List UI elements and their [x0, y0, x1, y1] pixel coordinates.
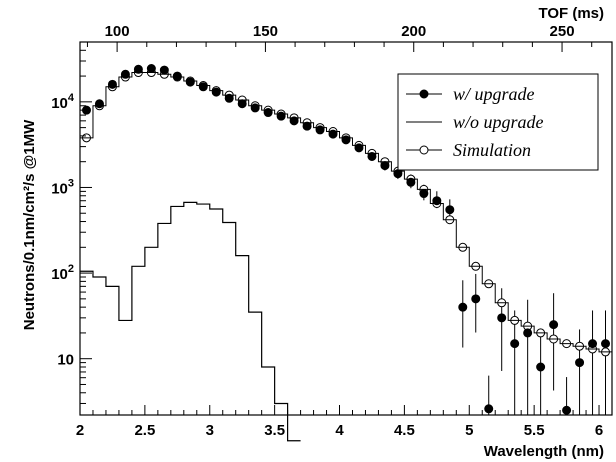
w-upgrade-point [406, 177, 416, 187]
x-tick-label: 5.5 [524, 422, 545, 439]
w-upgrade-point [159, 65, 169, 75]
w-upgrade-point [601, 339, 611, 349]
w-upgrade-point [341, 135, 351, 145]
legend-label: Simulation [453, 140, 531, 160]
legend-marker-filled [419, 89, 429, 99]
x-tick-label: 3.5 [264, 422, 285, 439]
w-upgrade-point [484, 404, 494, 414]
series-simulation-step [80, 72, 612, 353]
w-upgrade-point [497, 313, 507, 323]
y-tick-label: 103 [51, 177, 74, 197]
x-tick-label: 2.5 [134, 422, 155, 439]
y-tick-exponent: 2 [68, 263, 74, 275]
x-tick-label: 4.5 [394, 422, 415, 439]
w-upgrade-point [380, 161, 390, 171]
w-upgrade-point [133, 64, 143, 74]
w-upgrade-point [471, 294, 481, 304]
top-tick-label: 100 [105, 23, 130, 40]
x-axis-label: Wavelength (nm) [484, 443, 604, 460]
y-tick-label: 102 [51, 263, 74, 283]
w-upgrade-point [120, 69, 130, 79]
w-upgrade-point [536, 362, 546, 372]
plot-frame [79, 41, 613, 416]
w-upgrade-point [237, 99, 247, 109]
w-upgrade-point [445, 205, 455, 215]
w-upgrade-point [367, 151, 377, 161]
legend-label: w/o upgrade [453, 112, 544, 132]
top-axis-label: TOF (ms) [538, 5, 604, 22]
x-tick-label: 2 [76, 422, 84, 439]
w-upgrade-point [302, 121, 312, 131]
w-upgrade-point [146, 64, 156, 74]
top-tick-label: 150 [253, 23, 278, 40]
w-upgrade-point [172, 71, 182, 81]
y-tick-base: 10 [51, 266, 68, 283]
legend-marker-open [419, 145, 429, 155]
y-tick-base: 10 [57, 352, 74, 369]
series-wo-upgrade-line [80, 201, 301, 442]
w-upgrade-point [289, 116, 299, 126]
w-upgrade-point [562, 405, 572, 415]
w-upgrade-point [549, 320, 559, 330]
w-upgrade-point [510, 339, 520, 349]
w-upgrade-point [432, 196, 442, 206]
w-upgrade-point [185, 77, 195, 87]
y-tick-label: 10 [57, 352, 74, 369]
x-tick-label: 6 [595, 422, 603, 439]
top-tick-label: 250 [550, 23, 575, 40]
w-upgrade-point [211, 87, 221, 97]
y-tick-base: 10 [51, 95, 68, 112]
x-tick-label: 5 [465, 422, 473, 439]
w-upgrade-point [250, 103, 260, 113]
top-tick-label: 200 [401, 23, 426, 40]
w-upgrade-point [94, 99, 104, 109]
y-tick-label: 104 [51, 92, 75, 112]
w-upgrade-point [588, 339, 598, 349]
x-tick-label: 4 [335, 422, 344, 439]
w-upgrade-point [276, 111, 286, 121]
x-tick-label: 3 [206, 422, 214, 439]
w-upgrade-point [328, 129, 338, 139]
legend-label: w/ upgrade [453, 84, 535, 104]
w-upgrade-point [419, 189, 429, 199]
w-upgrade-point [198, 82, 208, 92]
y-tick-exponent: 4 [68, 92, 75, 104]
w-upgrade-point [523, 328, 533, 338]
y-tick-base: 10 [51, 180, 68, 197]
w-upgrade-point [575, 358, 585, 368]
y-axis-label: Neutrons/0.1nm/cm²/s @1MW [21, 119, 38, 330]
w-upgrade-point [224, 93, 234, 103]
y-tick-exponent: 3 [68, 177, 74, 189]
w-upgrade-point [458, 302, 468, 312]
